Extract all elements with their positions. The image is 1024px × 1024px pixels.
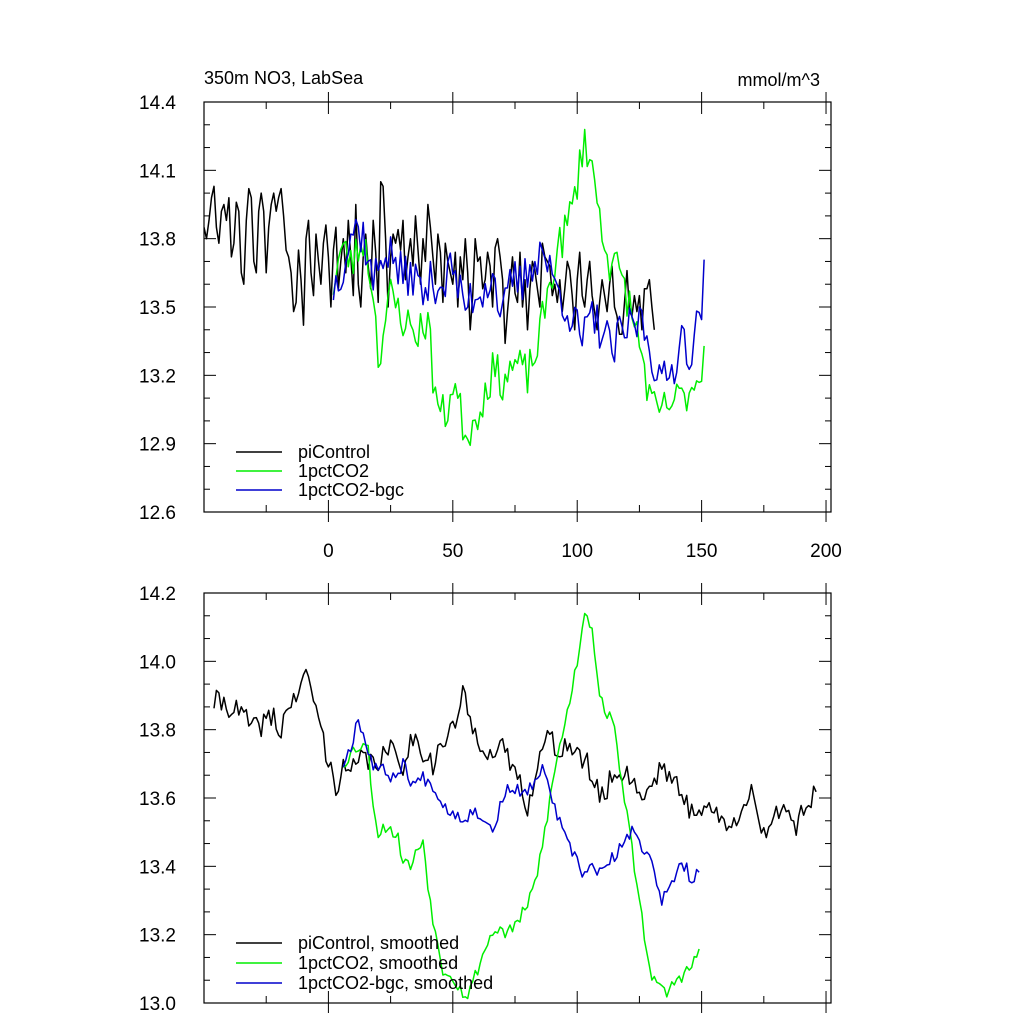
legend-label: piControl [298,442,370,462]
y-tick-label: 12.6 [139,503,176,524]
y-tick-label: 13.6 [139,789,176,810]
units-label: mmol/m^3 [738,70,820,90]
y-tick-label: 14.0 [139,652,176,673]
y-tick-label: 12.9 [139,435,176,456]
x-tick-label: 0 [323,541,334,562]
y-tick-label: 13.4 [139,857,176,878]
chart-title: 350m NO3, LabSea [204,68,364,88]
series-line-picontrol [204,180,656,345]
x-tick-label: 100 [561,541,593,562]
series-line-1pctco2-bgc-smoothed [342,719,700,906]
bottom-panel-chart: 13.0 13.2 13.4 13.6 13.8 14.0 14.2 piControl, s… [139,583,832,1015]
legend-label: 1pctCO2, smoothed [298,953,458,973]
legend-label: 1pctCO2-bgc [298,480,404,500]
x-tick-label: 50 [442,541,463,562]
legend-label: 1pctCO2-bgc, smoothed [298,973,493,993]
series-line-picontrol-smoothed [213,668,817,839]
x-tick-label: 150 [686,541,718,562]
y-tick-label: 14.1 [139,161,176,182]
x-tick-label: 200 [810,541,842,562]
y-tick-label: 14.2 [139,584,176,605]
series-line-1pctco2-bgc [332,218,705,385]
y-tick-label: 13.8 [139,230,176,251]
legend-label: 1pctCO2 [298,461,369,481]
y-tick-label: 13.2 [139,366,176,387]
series-line-1pctco2 [332,128,705,447]
legend-label: piControl, smoothed [298,933,459,953]
series-line-1pctco2-smoothed [342,612,700,1000]
y-tick-label: 13.5 [139,298,176,319]
y-tick-label: 13.2 [139,926,176,947]
y-tick-label: 13.0 [139,994,176,1015]
top-panel-chart: 350m NO3, LabSea mmol/m^3 12.6 12.9 13.2 13… [139,68,842,562]
y-tick-label: 14.4 [139,93,176,114]
y-tick-label: 13.8 [139,721,176,742]
